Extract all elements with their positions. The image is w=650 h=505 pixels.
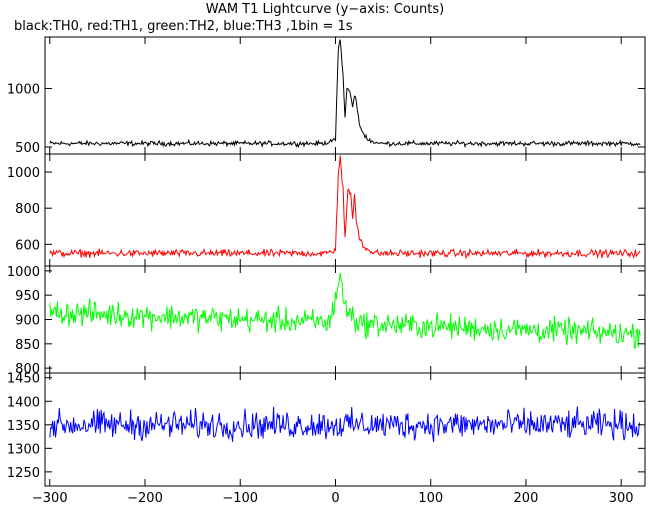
- series-th1-line: [49, 155, 641, 260]
- panel-th3: 1250 1300 1350 1400 1450: [7, 372, 646, 487]
- panel-th0: 500 1000: [7, 36, 646, 156]
- y-tick-label: 1000: [7, 82, 40, 97]
- x-tick-label: −200: [127, 491, 163, 505]
- y-tick-label: 1000: [7, 166, 40, 181]
- x-tick-label: −300: [32, 491, 68, 505]
- y-tick-label: 800: [15, 202, 40, 217]
- x-tick-label: 300: [609, 491, 634, 505]
- y-tick-label: 1450: [7, 372, 40, 387]
- y-tick-label: 800: [15, 362, 40, 377]
- y-tick-label: 500: [15, 141, 40, 156]
- series-th2-line: [49, 273, 641, 350]
- series-th3-line: [49, 406, 641, 443]
- panel-frame: [44, 372, 646, 487]
- y-tick-label: 600: [15, 238, 40, 253]
- chart-title: WAM T1 Lightcurve (y−axis: Counts): [205, 2, 445, 17]
- y-tick-label: 1300: [7, 442, 40, 457]
- y-tick-label: 1250: [7, 466, 40, 481]
- panel-th2: 800 850 900 950 1000: [7, 265, 646, 377]
- chart-subtitle: black:TH0, red:TH1, green:TH2, blue:TH3 …: [14, 19, 353, 34]
- x-tick-label: 100: [418, 491, 443, 505]
- y-tick-label: 950: [15, 289, 40, 304]
- x-tick-label: −100: [222, 491, 258, 505]
- y-tick-label: 850: [15, 338, 40, 353]
- y-tick-label: 1400: [7, 395, 40, 410]
- y-tick-label: 1350: [7, 419, 40, 434]
- y-tick-label: 1000: [7, 265, 40, 280]
- x-tick-label: 0: [331, 491, 339, 505]
- x-tick-label: 200: [514, 491, 539, 505]
- series-th0-line: [49, 39, 641, 149]
- panel-frame: [44, 153, 646, 267]
- y-tick-label: 900: [15, 314, 40, 329]
- panel-frame: [44, 36, 646, 155]
- panel-th1: 600 800 1000: [7, 153, 646, 267]
